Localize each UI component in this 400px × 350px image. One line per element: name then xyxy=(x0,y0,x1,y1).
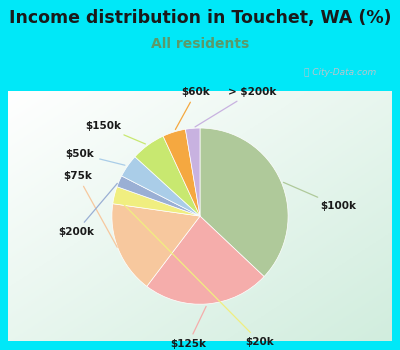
Text: $100k: $100k xyxy=(284,182,356,211)
Wedge shape xyxy=(122,157,200,216)
Text: $125k: $125k xyxy=(170,306,206,349)
Text: $60k: $60k xyxy=(175,87,210,130)
Text: All residents: All residents xyxy=(151,37,249,51)
Text: $150k: $150k xyxy=(85,121,146,144)
Text: Income distribution in Touchet, WA (%): Income distribution in Touchet, WA (%) xyxy=(9,9,391,27)
Wedge shape xyxy=(135,136,200,216)
Text: ⓘ City-Data.com: ⓘ City-Data.com xyxy=(304,68,376,77)
Wedge shape xyxy=(200,128,288,276)
Text: $50k: $50k xyxy=(66,149,125,165)
Wedge shape xyxy=(113,187,200,216)
Wedge shape xyxy=(112,204,200,286)
Wedge shape xyxy=(163,129,200,216)
Wedge shape xyxy=(147,216,264,304)
Text: $20k: $20k xyxy=(116,197,274,347)
Text: > $200k: > $200k xyxy=(195,87,276,127)
Text: $75k: $75k xyxy=(64,171,117,247)
Wedge shape xyxy=(117,176,200,216)
Wedge shape xyxy=(186,128,200,216)
Text: $200k: $200k xyxy=(58,183,117,237)
